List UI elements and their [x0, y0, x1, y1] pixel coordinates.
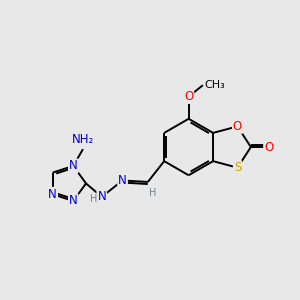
- Text: N: N: [98, 190, 106, 203]
- Text: H: H: [148, 188, 156, 199]
- Text: O: O: [264, 140, 273, 154]
- Text: N: N: [69, 194, 78, 208]
- Text: H: H: [90, 194, 97, 204]
- Text: N: N: [69, 159, 78, 172]
- Text: N: N: [48, 188, 57, 201]
- Text: CH₃: CH₃: [204, 80, 225, 90]
- Text: N: N: [118, 174, 127, 187]
- Text: S: S: [234, 161, 241, 174]
- Text: O: O: [184, 90, 193, 103]
- Text: O: O: [233, 120, 242, 133]
- Text: NH₂: NH₂: [72, 133, 94, 146]
